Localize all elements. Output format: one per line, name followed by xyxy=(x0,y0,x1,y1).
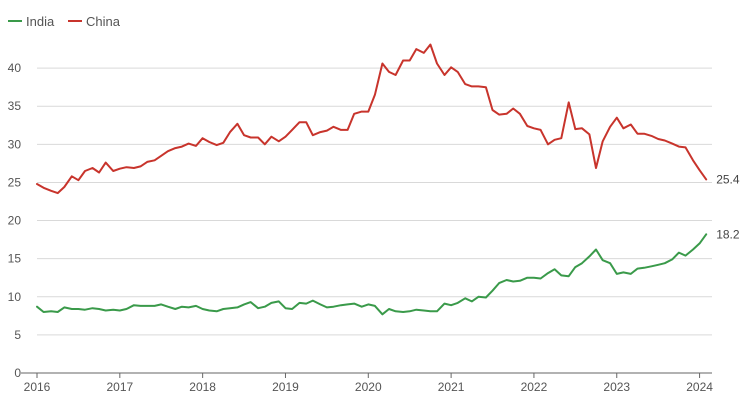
legend-item-india[interactable]: India xyxy=(8,14,55,29)
x-tick-label-2016: 2016 xyxy=(24,380,51,394)
y-tick-label-15: 15 xyxy=(8,252,22,266)
x-axis: 2016 2017 2018 2019 2020 2021 2022 2023 2024 xyxy=(21,372,713,394)
y-tick-label-0: 0 xyxy=(14,366,21,380)
x-tick-label-2024: 2024 xyxy=(686,380,713,394)
legend-label-india: India xyxy=(26,14,55,29)
y-tick-label-35: 35 xyxy=(8,99,22,113)
x-tick-label-2021: 2021 xyxy=(438,380,465,394)
grid-lines xyxy=(37,67,712,336)
y-tick-label-25: 25 xyxy=(8,175,22,189)
y-tick-label-40: 40 xyxy=(8,61,22,75)
y-tick-label-30: 30 xyxy=(8,137,22,151)
x-tick-label-2020: 2020 xyxy=(355,380,382,394)
x-tick-label-2023: 2023 xyxy=(603,380,630,394)
y-tick-label-5: 5 xyxy=(14,328,21,342)
x-tick-label-2022: 2022 xyxy=(521,380,548,394)
end-label-china: 25.4 xyxy=(716,172,740,186)
x-tick-label-2017: 2017 xyxy=(106,380,133,394)
series-lines xyxy=(36,43,708,316)
end-value-labels: 25.4 18.2 xyxy=(716,172,740,241)
x-tick-label-2018: 2018 xyxy=(189,380,216,394)
y-tick-label-20: 20 xyxy=(8,214,22,228)
series-line-india[interactable] xyxy=(36,233,708,316)
y-tick-label-10: 10 xyxy=(8,290,22,304)
legend-item-china[interactable]: China xyxy=(68,14,121,29)
end-label-india: 18.2 xyxy=(716,227,740,241)
legend: India China xyxy=(8,14,121,29)
legend-label-china: China xyxy=(86,14,121,29)
x-tick-label-2019: 2019 xyxy=(272,380,299,394)
series-line-china[interactable] xyxy=(36,43,708,195)
y-axis-tick-labels: 0 5 10 15 20 25 30 35 40 xyxy=(8,61,22,380)
